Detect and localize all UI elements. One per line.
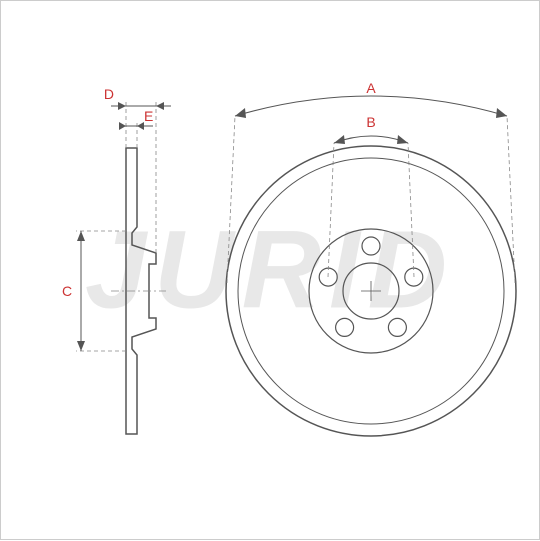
- label-C: C: [62, 283, 72, 299]
- label-A: A: [366, 80, 376, 96]
- label-B: B: [366, 114, 375, 130]
- side-view: [111, 148, 166, 434]
- label-D: D: [104, 86, 114, 102]
- dimension-B: B: [328, 114, 414, 277]
- label-E: E: [144, 108, 153, 124]
- technical-drawing: A B C D: [1, 1, 540, 541]
- front-view: [226, 146, 516, 436]
- dimension-E: E: [119, 108, 153, 148]
- dimension-A: A: [227, 80, 515, 283]
